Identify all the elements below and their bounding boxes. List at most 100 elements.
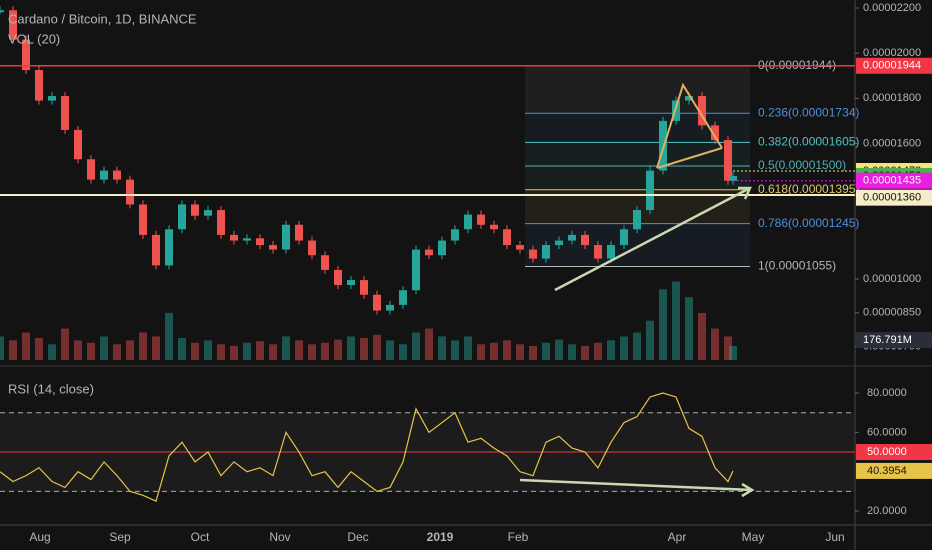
volume-bar [620,336,628,360]
volume-bar [191,342,199,360]
candle [464,214,472,230]
volume-bar [594,342,602,360]
volume-bar [48,344,56,360]
candle [490,224,498,230]
volume-bar [490,342,498,360]
fib-zone [525,65,750,114]
candle [724,140,732,181]
symbol-title: Cardano / Bitcoin, 1D, BINANCE [8,11,197,26]
arrow-head [738,186,752,200]
volume-bar [152,336,160,360]
rsi-last-label: 40.3954 [867,465,907,477]
volume-bar [412,332,420,360]
candle [425,249,433,256]
candle [477,214,485,225]
volume-bar [386,340,394,360]
x-tick-label: Nov [269,530,290,544]
volume-bar [516,344,524,360]
candle [22,39,30,71]
price-label-box [856,57,932,74]
rsi-mid-label: 50.0000 [867,446,907,458]
candle [516,245,524,250]
candle [9,10,17,40]
volume-bar [568,344,576,360]
volume-bar [165,312,173,360]
volume-bar [659,289,667,360]
candle [256,238,264,246]
volume-bar [646,320,654,360]
volume-bar [477,344,485,360]
volume-bar [256,341,264,360]
candle [126,179,134,205]
price-label-box [856,172,932,189]
candle [633,210,641,230]
candle [672,100,680,121]
candle [360,280,368,295]
volume-bar [126,340,134,360]
x-tick-label: Aug [29,530,50,544]
fib-label: 0.618(0.00001395) [758,182,859,196]
candle [61,96,69,130]
candle [217,210,225,235]
volume-bar [139,332,147,360]
volume-bar [607,340,615,360]
rsi-tick-label: 80.0000 [867,387,907,399]
volume-label: 176.791M [863,334,912,346]
volume-bar [425,328,433,360]
candle [542,245,550,259]
volume-bar [347,336,355,360]
volume-bar [100,336,108,360]
volume-bar [451,340,459,360]
trend-arrow [554,186,751,292]
volume-bar [373,334,381,360]
rsi-arrow-head [741,482,755,498]
fib-label: 0.786(0.00001245) [758,216,859,230]
price-label-box [856,189,932,206]
candle [594,245,602,259]
volume-bar [74,340,82,360]
candle [555,240,563,246]
volume-bar [729,346,737,360]
volume-bar [61,328,69,360]
y-tick-label: 0.00001800 [863,92,921,104]
volume-bar [672,281,680,360]
volume-bar [113,344,121,360]
volume-bar [35,338,43,360]
volume-bar [178,338,186,360]
rsi-arrow [519,478,753,492]
candle [230,234,238,241]
volume-bar [269,344,277,360]
triangle-base [656,147,723,169]
plot: 0(0.00001944) 0.236(0.00001734) 0.382(0.00… [0,2,921,512]
candle [87,159,95,180]
fib-label: 1(0.00001055) [758,259,836,273]
candle [451,229,459,241]
candle [620,229,628,246]
fib-zone [525,142,750,167]
x-tick-label: Oct [191,530,210,544]
volume-bar [711,328,719,360]
volume-title: VOL (20) [8,31,60,46]
volume-bar [9,340,17,360]
candle [48,96,56,101]
volume-bar [243,342,251,360]
price-label: 0.00001435 [863,175,921,187]
volume-bar [217,344,225,360]
volume-bar [308,344,316,360]
volume-bar [685,297,693,360]
triangle [656,82,723,169]
candle [74,129,82,160]
candle [646,170,654,211]
candle [373,294,381,311]
volume-bar [464,336,472,360]
volume-bar [0,336,4,360]
candle [152,234,160,266]
candle [35,70,43,101]
candle [607,245,615,259]
price-label: 0.00001944 [863,60,921,72]
candle [282,224,290,250]
price-label: 0.00001360 [863,192,921,204]
candle [698,96,706,126]
